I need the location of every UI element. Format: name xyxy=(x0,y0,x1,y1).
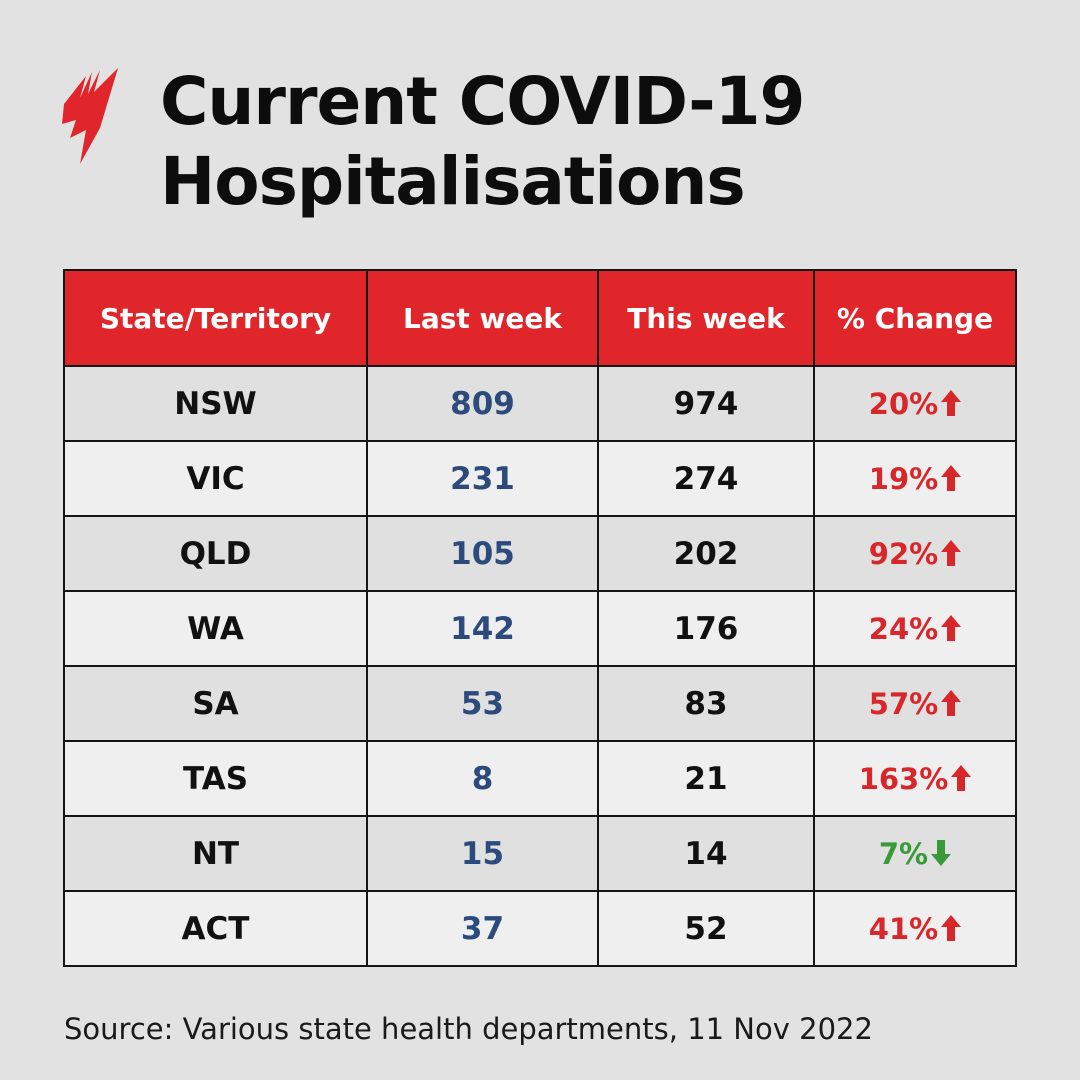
cell-change: 92% xyxy=(813,515,1017,592)
column-header-this-week: This week xyxy=(597,269,815,367)
table-row: NT 15 14 7% xyxy=(63,815,1017,892)
cell-last-week: 15 xyxy=(366,815,599,892)
change-value: 19% xyxy=(868,461,939,496)
arrow-up-icon xyxy=(951,764,972,791)
arrow-up-icon xyxy=(941,464,962,491)
cell-this-week: 52 xyxy=(597,890,815,967)
arrow-up-icon xyxy=(941,389,962,416)
cell-change: 41% xyxy=(813,890,1017,967)
table-row: TAS 8 21 163% xyxy=(63,740,1017,817)
change-value: 20% xyxy=(868,386,939,421)
cell-change: 57% xyxy=(813,665,1017,742)
column-header-last-week: Last week xyxy=(366,269,599,367)
cell-state: NSW xyxy=(63,365,368,442)
cell-change: 20% xyxy=(813,365,1017,442)
table-row: WA 142 176 24% xyxy=(63,590,1017,667)
cell-this-week: 83 xyxy=(597,665,815,742)
title-line-1: Current COVID-19 xyxy=(160,63,805,140)
cell-last-week: 809 xyxy=(366,365,599,442)
table-header-row: State/Territory Last week This week % Ch… xyxy=(63,269,1017,367)
cell-last-week: 37 xyxy=(366,890,599,967)
change-value: 163% xyxy=(858,761,949,796)
cell-this-week: 176 xyxy=(597,590,815,667)
title-line-2: Hospitalisations xyxy=(160,143,746,220)
sbs-logo xyxy=(62,68,118,164)
cell-last-week: 8 xyxy=(366,740,599,817)
table-row: SA 53 83 57% xyxy=(63,665,1017,742)
cell-this-week: 274 xyxy=(597,440,815,517)
cell-state: TAS xyxy=(63,740,368,817)
cell-state: WA xyxy=(63,590,368,667)
cell-this-week: 21 xyxy=(597,740,815,817)
arrow-down-icon xyxy=(931,839,952,866)
cell-state: SA xyxy=(63,665,368,742)
column-header-state: State/Territory xyxy=(63,269,368,367)
change-value: 7% xyxy=(878,836,929,871)
cell-state: VIC xyxy=(63,440,368,517)
change-value: 57% xyxy=(868,686,939,721)
cell-state: ACT xyxy=(63,890,368,967)
arrow-up-icon xyxy=(941,689,962,716)
arrow-up-icon xyxy=(941,614,962,641)
cell-change: 163% xyxy=(813,740,1017,817)
cell-last-week: 142 xyxy=(366,590,599,667)
arrow-up-icon xyxy=(941,539,962,566)
cell-change: 24% xyxy=(813,590,1017,667)
cell-this-week: 14 xyxy=(597,815,815,892)
cell-this-week: 202 xyxy=(597,515,815,592)
cell-this-week: 974 xyxy=(597,365,815,442)
cell-last-week: 53 xyxy=(366,665,599,742)
cell-last-week: 105 xyxy=(366,515,599,592)
cell-state: NT xyxy=(63,815,368,892)
change-value: 24% xyxy=(868,611,939,646)
table-row: VIC 231 274 19% xyxy=(63,440,1017,517)
arrow-up-icon xyxy=(941,914,962,941)
source-note: Source: Various state health departments… xyxy=(64,1012,873,1046)
table-row: QLD 105 202 92% xyxy=(63,515,1017,592)
cell-last-week: 231 xyxy=(366,440,599,517)
change-value: 41% xyxy=(868,911,939,946)
page-title: Current COVID-19 Hospitalisations xyxy=(160,62,805,222)
column-header-change: % Change xyxy=(813,269,1017,367)
cell-change: 7% xyxy=(813,815,1017,892)
cell-state: QLD xyxy=(63,515,368,592)
hospitalisations-table: State/Territory Last week This week % Ch… xyxy=(63,269,1017,967)
table-row: ACT 37 52 41% xyxy=(63,890,1017,967)
cell-change: 19% xyxy=(813,440,1017,517)
change-value: 92% xyxy=(868,536,939,571)
table-row: NSW 809 974 20% xyxy=(63,365,1017,442)
